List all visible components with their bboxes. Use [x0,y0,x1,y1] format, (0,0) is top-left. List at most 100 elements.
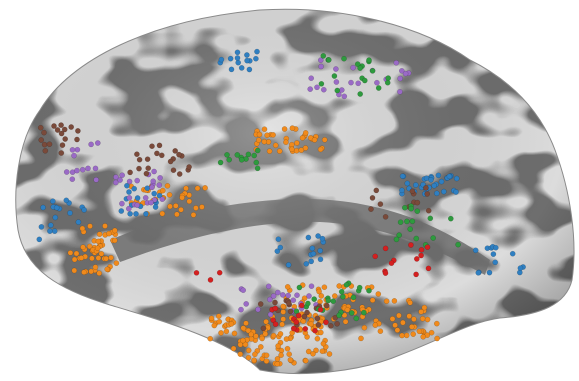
electrode-marker-orange [174,211,180,218]
electrode-marker-orange [257,344,264,350]
electrode-marker-orange [89,255,95,262]
electrode-marker-red [272,305,279,312]
electrode-marker-orange [166,191,173,198]
electrode-marker-green [357,91,364,97]
electrode-marker-green [366,287,372,294]
electrode-marker-purple [402,70,409,77]
electrode-marker-purple [341,93,348,100]
electrode-marker-orange [223,328,230,335]
electrode-marker-purple [320,86,327,93]
electrode-marker-purple [274,289,281,296]
electrode-marker-orange [218,330,224,336]
electrode-marker-purple [119,172,126,179]
electrode-marker-green [254,165,261,172]
electrode-marker-orange [418,308,424,315]
electrode-marker-orange [280,303,287,310]
electrode-marker-brown [287,308,294,315]
electrode-marker-red [317,306,324,313]
electrode-marker-brown [425,207,432,214]
electrode-marker-blue [399,187,405,194]
electrode-marker-blue [305,234,312,241]
electrode-marker-orange [283,336,290,342]
electrode-marker-orange [104,266,111,273]
electrode-marker-blue [453,189,459,195]
electrode-marker-blue [144,185,151,192]
electrode-marker-orange [369,297,376,304]
electrode-marker-orange [88,268,94,275]
electrode-marker-orange [242,341,249,348]
electrode-marker-brown [327,322,334,329]
electrode-marker-red [270,317,277,324]
electrode-marker-orange [167,203,173,210]
electrode-marker-orange [383,298,390,305]
electrode-marker-green [350,294,357,301]
electrode-marker-orange [248,331,254,338]
electrode-marker-orange [311,137,318,143]
electrode-marker-brown [58,150,65,156]
electrode-marker-blue [446,173,453,180]
electrode-marker-red [372,253,379,260]
electrode-marker-red [298,302,305,309]
electrode-marker-orange [301,295,308,302]
electrode-marker-brown [315,322,322,328]
electrode-marker-green [407,226,414,232]
electrode-marker-purple [333,79,340,85]
electrode-marker-blue [152,204,159,210]
electrode-marker-purple [318,63,324,70]
electrode-marker-green [238,156,245,163]
electrode-marker-brown [38,137,45,143]
electrode-marker-orange [108,254,114,261]
electrode-marker-blue [277,244,284,251]
electrode-marker-green [340,293,346,300]
electrode-marker-orange [164,182,171,189]
electrode-marker-brown [136,165,142,172]
electrode-marker-blue [40,204,46,211]
electrode-marker-blue [133,210,139,217]
electrode-marker-orange [424,316,431,323]
electrode-marker-green [338,288,345,295]
electrode-marker-orange [283,139,289,146]
electrode-marker-blue [509,250,516,257]
electrode-marker-orange [281,126,288,132]
electrode-marker-brown [61,126,68,133]
electrode-marker-green [413,235,420,242]
electrode-marker-blue [285,262,292,268]
electrode-marker-purple [306,293,312,299]
electrode-marker-blue [238,65,245,71]
electrode-marker-brown [176,171,183,177]
electrode-marker-red [272,321,279,328]
electrode-marker-brown [68,124,75,130]
electrode-marker-purple [134,177,141,184]
electrode-marker-green [369,67,376,74]
electrode-marker-green [305,300,311,307]
electrode-marker-brown [145,165,152,172]
electrode-marker-blue [472,247,479,254]
electrode-marker-orange [193,205,199,211]
electrode-marker-purple [294,292,300,299]
electrode-marker-purple [113,174,119,180]
electrode-marker-purple [243,301,250,307]
electrode-marker-blue [126,189,132,195]
electrode-marker-green [224,151,230,158]
electrode-marker-orange [310,350,316,357]
electrode-marker-blue [246,66,253,73]
electrode-marker-orange [245,347,252,354]
electrode-marker-green [357,65,363,71]
electrode-marker-orange [95,255,102,261]
electrode-marker-orange [321,284,328,291]
electrode-marker-blue [151,190,158,197]
electrode-marker-orange [314,335,321,342]
electrode-marker-blue [309,245,316,252]
electrode-marker-blue [475,269,482,276]
electrode-marker-brown [158,152,165,159]
electrode-marker-purple [69,146,76,153]
electrode-marker-orange [270,332,277,339]
electrode-marker-blue [244,57,250,64]
electrode-marker-blue [81,207,87,213]
electrode-marker-purple [308,75,315,82]
electrode-marker-purple [134,202,141,208]
electrode-marker-brown [176,151,182,158]
electrode-marker-orange [261,126,268,133]
electrode-marker-purple [94,140,101,146]
electrode-marker-blue [317,247,324,254]
